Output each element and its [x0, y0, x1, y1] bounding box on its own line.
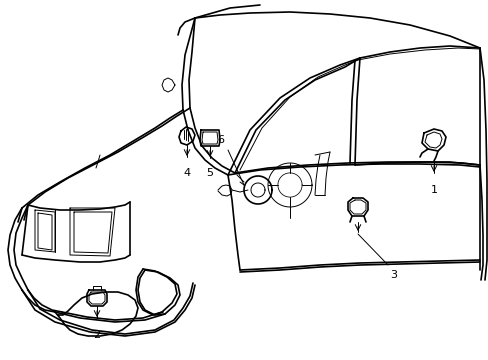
- Text: 3: 3: [389, 270, 396, 280]
- Text: 1: 1: [429, 185, 437, 195]
- Text: 5: 5: [206, 168, 213, 178]
- Text: 4: 4: [183, 168, 190, 178]
- Text: 2: 2: [93, 330, 101, 340]
- Text: 6: 6: [217, 135, 224, 145]
